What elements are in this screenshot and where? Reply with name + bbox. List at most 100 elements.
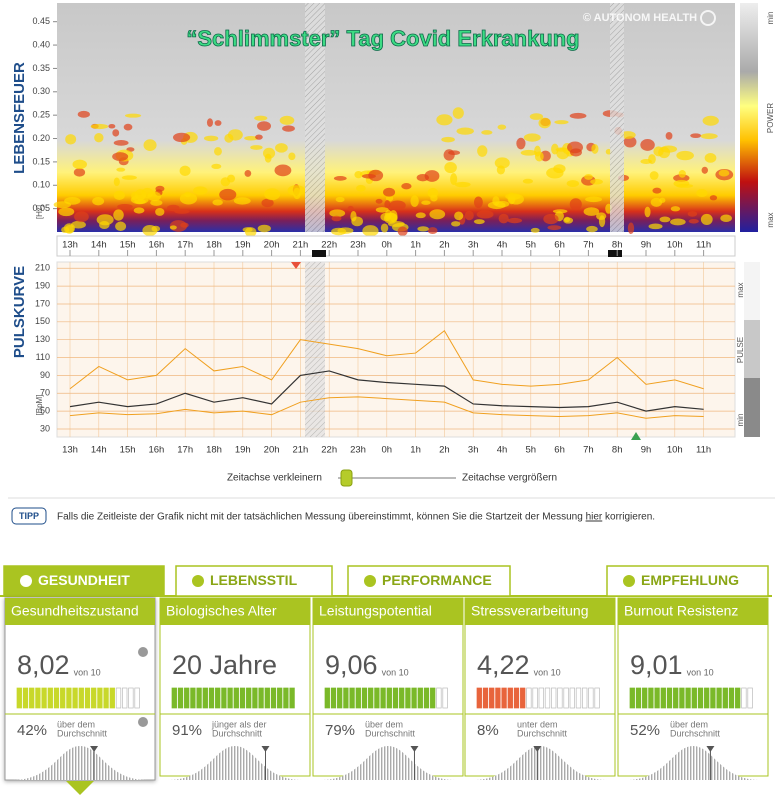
tip-link[interactable]: hier — [586, 511, 603, 522]
heat-blob — [673, 174, 690, 182]
x-tick-label: 18h — [206, 445, 222, 456]
score-segment — [184, 687, 190, 709]
bell-curve — [168, 746, 302, 780]
x-tick-label: 6h — [554, 240, 565, 251]
heat-blob — [547, 225, 562, 231]
heat-blob — [648, 223, 663, 230]
score-segment — [629, 687, 635, 709]
y-tick-label: 0.40 — [32, 39, 50, 49]
heat-blob — [676, 150, 694, 161]
heat-blob — [227, 129, 243, 141]
score-segment — [380, 687, 386, 709]
heat-blob — [451, 221, 461, 227]
heat-blob — [640, 139, 655, 151]
percent: 8% — [477, 722, 499, 739]
score-segment — [349, 687, 355, 709]
heat-blob — [554, 120, 569, 125]
score-segment — [501, 687, 507, 709]
score: 8,02 — [17, 650, 70, 680]
y-tick-label: 0.25 — [32, 110, 50, 120]
card[interactable]: Leistungspotential 9,06 von 10 79% über demD… — [312, 597, 464, 780]
x-tick-label: 22h — [321, 445, 337, 456]
score-segment — [134, 687, 140, 709]
chart-title: “Schlimmster” Tag Covid Erkrankung — [186, 26, 579, 51]
slider-knob[interactable] — [340, 469, 353, 487]
tab-label[interactable]: GESUNDHEIT — [38, 572, 130, 588]
tab-label[interactable]: PERFORMANCE — [382, 572, 492, 588]
card[interactable]: Stressverarbeitung 4,22 von 10 8% unter demD… — [464, 597, 616, 780]
percent-marker-head — [533, 746, 542, 752]
x-tick-label: 21h — [292, 445, 308, 456]
heat-blob — [279, 115, 295, 125]
heat-blob — [473, 219, 485, 225]
percent: 42% — [17, 722, 47, 739]
heat-blob — [522, 178, 533, 184]
heat-blob — [718, 169, 730, 177]
card[interactable]: Burnout Resistenz 9,01 von 10 52% über demDu… — [617, 597, 769, 780]
heat-blob — [71, 220, 86, 229]
heat-blob — [556, 147, 570, 160]
score-segment — [430, 687, 436, 709]
zoom-in-label[interactable]: Zeitachse vergrößern — [462, 473, 557, 484]
y-tick-label: 0.15 — [32, 156, 50, 166]
heat-blob — [546, 167, 564, 179]
comparison: unter dem — [517, 719, 558, 729]
heat-blob — [112, 129, 120, 137]
tab[interactable] — [3, 565, 165, 597]
heat-blob — [430, 194, 438, 202]
x-tick-label: 3h — [468, 240, 479, 251]
bell-curve — [13, 746, 147, 780]
card-header — [465, 598, 615, 625]
zoom-out-label[interactable]: Zeitachse verkleinern — [227, 473, 322, 484]
score-segment — [227, 687, 233, 709]
heat-blob — [331, 215, 342, 222]
score-segment — [685, 687, 691, 709]
heat-blob — [58, 207, 75, 217]
score: 9,06 — [325, 650, 378, 680]
score-segment — [594, 687, 600, 709]
heat-blob — [124, 113, 142, 118]
tab-label[interactable]: EMPFEHLUNG — [641, 572, 739, 588]
score-segment — [53, 687, 60, 709]
x-tick-label: 5h — [526, 445, 537, 456]
score-segment — [196, 687, 202, 709]
card[interactable]: Gesundheitszustand 8,02 von 10 42% über demD… — [4, 597, 156, 781]
score-scale: von 10 — [74, 667, 101, 677]
score-segment — [673, 687, 679, 709]
heat-blob — [436, 114, 453, 126]
heat-blob — [476, 210, 494, 219]
comparison: über dem — [670, 719, 708, 729]
heat-blob — [652, 187, 662, 194]
tab-label[interactable]: LEBENSSTIL — [210, 572, 298, 588]
heat-blob — [709, 195, 718, 201]
score-segment — [35, 687, 41, 709]
heat-blob — [492, 196, 500, 206]
selected-arrow — [66, 781, 94, 795]
heat-blob — [690, 133, 702, 139]
score-segment — [215, 687, 221, 709]
x-tick-label: 1h — [410, 445, 421, 456]
score-segment — [361, 687, 368, 709]
score-bar — [171, 687, 295, 709]
score-segment — [171, 687, 177, 709]
heat-blob — [424, 170, 440, 182]
heat-blob — [362, 225, 379, 237]
heat-blob — [687, 211, 698, 217]
unit-label: [BpM] — [35, 395, 44, 416]
help-icon[interactable] — [138, 717, 148, 727]
heat-blob — [113, 177, 120, 187]
percent: 79% — [325, 722, 355, 739]
heat-blob — [507, 217, 523, 224]
score-segment — [538, 687, 544, 709]
heat-blob — [275, 143, 288, 153]
tab-icon — [623, 575, 635, 587]
heat-blob — [172, 132, 191, 143]
card[interactable]: Biologisches Alter 20 Jahre 91% jünger als … — [159, 597, 311, 780]
heat-blob — [203, 135, 219, 142]
score-segment — [122, 687, 128, 709]
score-bar — [629, 687, 753, 709]
help-icon[interactable] — [138, 647, 148, 657]
score-segment — [704, 687, 710, 709]
score-segment — [526, 687, 532, 709]
y-tick-label: 170 — [35, 298, 50, 308]
